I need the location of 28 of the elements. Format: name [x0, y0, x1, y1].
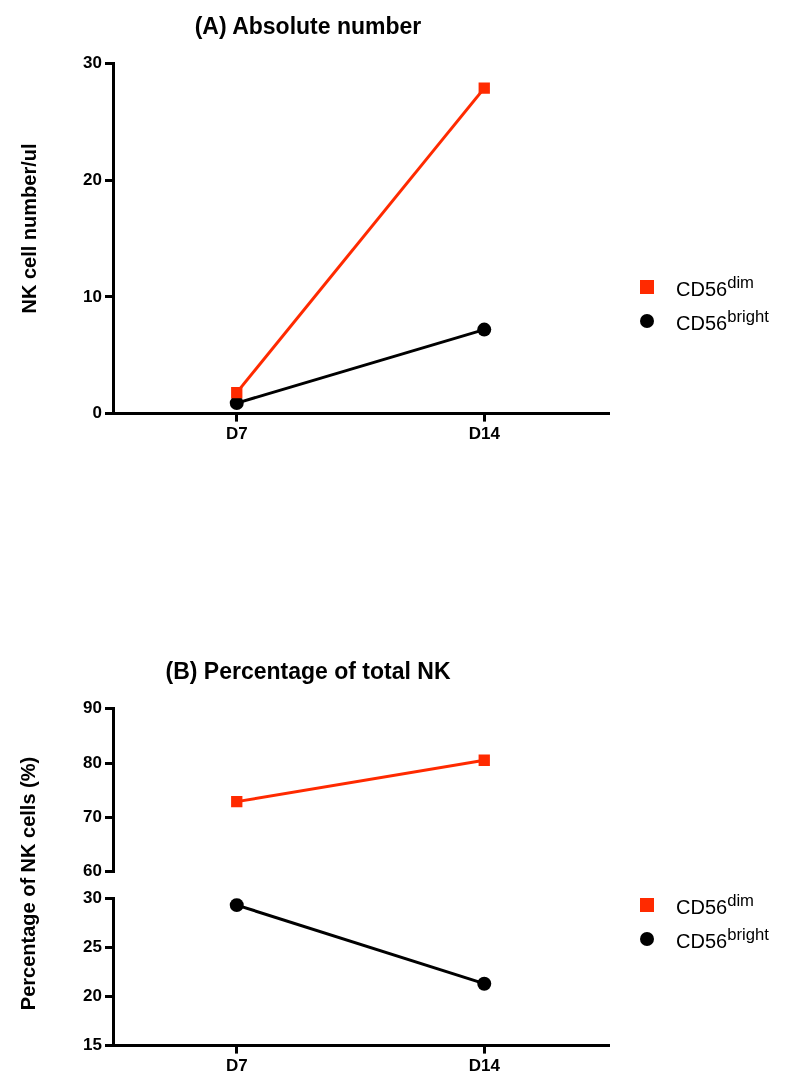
point — [229, 396, 244, 411]
y-axis-title: Percentage of NK cells (%) — [17, 756, 41, 1010]
y-axis-title: NK cell number/ul — [17, 142, 41, 314]
y-tick-label: 30 — [83, 53, 102, 73]
x-tick-label: D7 — [225, 1056, 248, 1076]
y-tick-label: 90 — [83, 698, 102, 718]
y-tick-label: 20 — [83, 169, 102, 189]
y-tick-label: 0 — [92, 403, 102, 423]
y-tick-label: 60 — [83, 861, 102, 881]
x-tick-label: D14 — [468, 1056, 501, 1076]
legend-label: CD56$^{dim}$ — [676, 273, 754, 301]
y-tick-label: 30 — [83, 887, 102, 907]
y-tick-label: 70 — [83, 807, 102, 827]
x-tick-label: D14 — [468, 424, 501, 444]
legend-label: CD56$^{dim}$ — [676, 891, 754, 919]
chart-title: (A) Absolute number — [194, 13, 422, 40]
x-tick-label: D7 — [225, 424, 248, 444]
y-tick-label: 80 — [83, 752, 102, 772]
y-tick-label: 15 — [83, 1035, 102, 1055]
point — [478, 82, 490, 94]
chart-title: (B) Percentage of total NK — [165, 658, 451, 685]
y-tick-label: 20 — [83, 986, 102, 1006]
point — [477, 322, 492, 337]
legend-label: CD56$^{bright}$ — [676, 307, 769, 335]
y-tick-label: 25 — [83, 937, 102, 957]
point — [231, 386, 243, 399]
y-tick-label: 10 — [83, 286, 102, 306]
legend-label: CD56$^{bright}$ — [676, 925, 769, 953]
